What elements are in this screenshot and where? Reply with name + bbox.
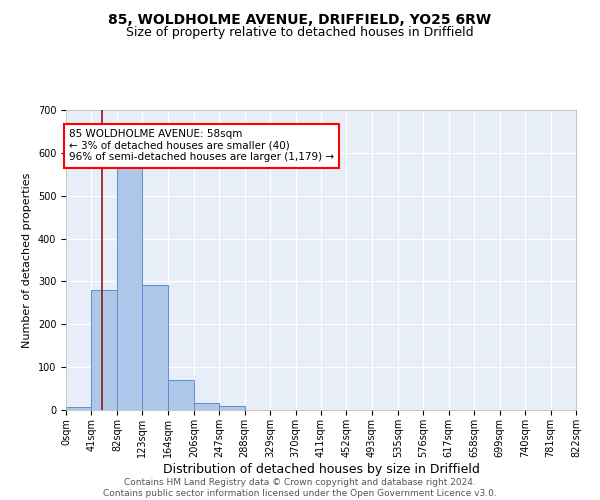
Bar [142, 286, 168, 410]
Text: Size of property relative to detached houses in Driffield: Size of property relative to detached ho… [126, 26, 474, 39]
Bar [66, 406, 91, 410]
Bar [219, 406, 245, 410]
Text: Contains HM Land Registry data © Crown copyright and database right 2024.
Contai: Contains HM Land Registry data © Crown c… [103, 478, 497, 498]
Text: 85 WOLDHOLME AVENUE: 58sqm
← 3% of detached houses are smaller (40)
96% of semi-: 85 WOLDHOLME AVENUE: 58sqm ← 3% of detac… [69, 130, 334, 162]
X-axis label: Distribution of detached houses by size in Driffield: Distribution of detached houses by size … [163, 462, 479, 475]
Y-axis label: Number of detached properties: Number of detached properties [22, 172, 32, 348]
Bar [91, 290, 117, 410]
Text: 85, WOLDHOLME AVENUE, DRIFFIELD, YO25 6RW: 85, WOLDHOLME AVENUE, DRIFFIELD, YO25 6R… [109, 12, 491, 26]
Bar [194, 402, 219, 410]
Bar [117, 167, 142, 410]
Bar [168, 380, 194, 410]
